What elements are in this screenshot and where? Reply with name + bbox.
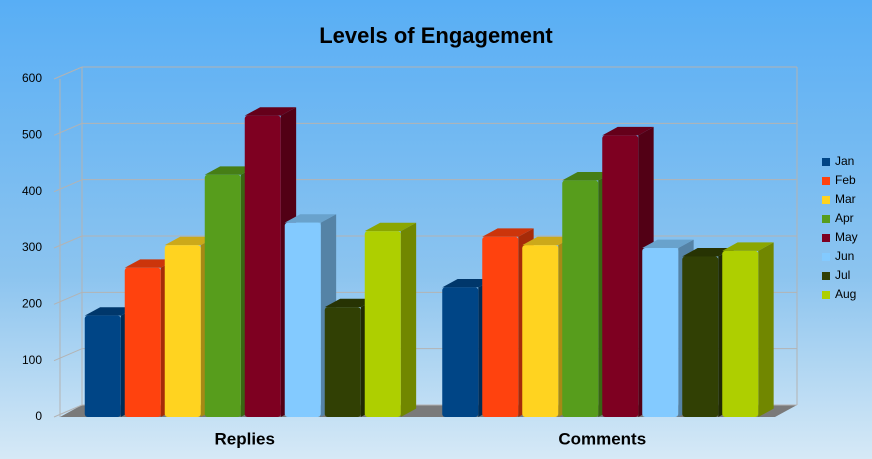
bar-top <box>522 236 574 246</box>
bar <box>682 256 719 417</box>
tick-mark <box>53 122 83 136</box>
legend-swatch <box>822 177 830 185</box>
bar-top <box>602 126 654 136</box>
legend-label: Apr <box>835 211 854 225</box>
bar <box>642 248 679 417</box>
bar <box>442 287 479 417</box>
bar <box>204 174 241 417</box>
bar-side <box>400 222 417 417</box>
legend-swatch <box>822 158 830 166</box>
y-tick-label: 400 <box>22 184 42 198</box>
legend-swatch <box>822 272 830 280</box>
tick-mark <box>53 179 83 193</box>
legend-label: Feb <box>835 173 856 187</box>
bar <box>324 307 361 417</box>
legend-label: May <box>835 230 858 244</box>
bar-top <box>324 298 377 308</box>
bar <box>522 245 559 417</box>
tick-mark <box>53 404 83 418</box>
bar-top <box>364 222 417 232</box>
legend-label: Jun <box>835 249 854 263</box>
bar-top <box>204 166 257 175</box>
bar <box>244 115 281 417</box>
bar <box>482 236 519 417</box>
bar <box>364 231 401 417</box>
legend-swatch <box>822 253 830 261</box>
legend-swatch <box>822 196 830 204</box>
legend-swatch <box>822 291 830 299</box>
bar-top <box>562 172 614 181</box>
bar-top <box>722 242 774 251</box>
tick-mark <box>53 235 83 249</box>
bar <box>562 180 599 417</box>
legend-swatch <box>822 215 830 223</box>
tick-mark <box>53 291 83 305</box>
bar-top <box>84 307 137 316</box>
legend-swatch <box>822 234 830 242</box>
x-tick-label: Comments <box>558 429 646 448</box>
bar-top <box>682 248 734 257</box>
bar <box>602 135 639 418</box>
tick-mark <box>53 66 83 80</box>
x-tick-label: Replies <box>215 429 275 448</box>
y-tick-label: 500 <box>22 128 42 142</box>
y-tick-label: 100 <box>22 353 42 367</box>
y-tick-label: 600 <box>22 71 42 85</box>
bar-side <box>758 242 774 417</box>
bar-top <box>164 236 217 246</box>
bar-top <box>244 107 297 116</box>
legend-label: Jul <box>835 268 850 282</box>
bar-top <box>642 239 694 248</box>
legend-label: Jan <box>835 154 854 168</box>
bar-top <box>482 228 534 237</box>
legend-label: Mar <box>835 192 856 206</box>
bar <box>722 250 759 417</box>
bar <box>84 315 121 417</box>
bar-top <box>124 259 177 268</box>
y-tick-label: 200 <box>22 297 42 311</box>
bar <box>284 222 321 417</box>
chart-title: Levels of Engagement <box>319 23 553 48</box>
bar <box>164 245 201 417</box>
bar <box>124 267 161 417</box>
y-tick-label: 0 <box>35 409 42 423</box>
y-tick-label: 300 <box>22 240 42 254</box>
bar-top <box>284 214 337 223</box>
legend-label: Aug <box>835 287 856 301</box>
tick-mark <box>53 348 83 362</box>
bar-top <box>442 279 494 288</box>
